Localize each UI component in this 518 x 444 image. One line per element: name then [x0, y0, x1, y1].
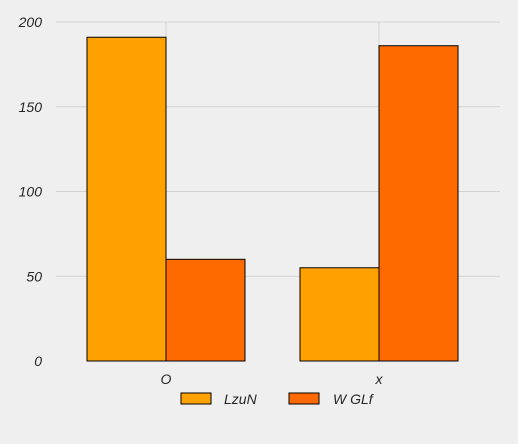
x-tick-label: O	[161, 371, 172, 387]
legend: LzuN W GLf	[180, 391, 375, 407]
y-tick-label: 150	[19, 99, 43, 115]
y-tick-label: 0	[34, 353, 42, 369]
legend-swatch	[180, 392, 212, 405]
legend-swatch	[288, 392, 320, 405]
bar-LzuN-O	[86, 36, 167, 362]
y-tick-label: 50	[26, 268, 42, 284]
y-tick-label: 100	[19, 184, 43, 200]
y-axis-ticks: 0 50 100 150 200	[18, 14, 43, 369]
bar-W-GLf-O	[165, 258, 246, 362]
legend-label: LzuN	[224, 391, 258, 407]
x-tick-label: x	[375, 371, 384, 387]
y-tick-label: 200	[18, 14, 43, 30]
bars	[86, 36, 459, 362]
bar-W-GLf-x	[378, 45, 459, 362]
bar-LzuN-x	[299, 267, 380, 362]
legend-label: W GLf	[333, 391, 375, 407]
